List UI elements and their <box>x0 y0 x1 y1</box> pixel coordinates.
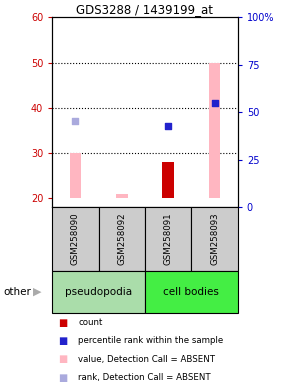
Bar <box>70 153 81 198</box>
Text: value, Detection Call = ABSENT: value, Detection Call = ABSENT <box>78 355 215 364</box>
Text: ■: ■ <box>58 373 67 383</box>
Bar <box>116 194 128 198</box>
Text: rank, Detection Call = ABSENT: rank, Detection Call = ABSENT <box>78 373 211 382</box>
Point <box>73 118 78 124</box>
Text: pseudopodia: pseudopodia <box>65 287 132 297</box>
Bar <box>52 271 145 313</box>
Bar <box>52 207 99 271</box>
Bar <box>162 162 174 198</box>
Bar <box>145 207 191 271</box>
Bar <box>191 207 238 271</box>
Bar <box>209 63 220 198</box>
Text: GSM258092: GSM258092 <box>117 212 126 265</box>
Text: ▶: ▶ <box>33 287 42 297</box>
Point <box>212 100 217 106</box>
Title: GDS3288 / 1439199_at: GDS3288 / 1439199_at <box>77 3 213 16</box>
Text: ■: ■ <box>58 318 67 328</box>
Text: ■: ■ <box>58 336 67 346</box>
Point <box>166 123 171 129</box>
Bar <box>145 271 238 313</box>
Text: GSM258093: GSM258093 <box>210 212 219 265</box>
Bar <box>99 207 145 271</box>
Text: count: count <box>78 318 103 327</box>
Text: other: other <box>3 287 31 297</box>
Text: GSM258090: GSM258090 <box>71 212 80 265</box>
Text: ■: ■ <box>58 354 67 364</box>
Text: cell bodies: cell bodies <box>164 287 219 297</box>
Text: percentile rank within the sample: percentile rank within the sample <box>78 336 224 346</box>
Text: GSM258091: GSM258091 <box>164 212 173 265</box>
